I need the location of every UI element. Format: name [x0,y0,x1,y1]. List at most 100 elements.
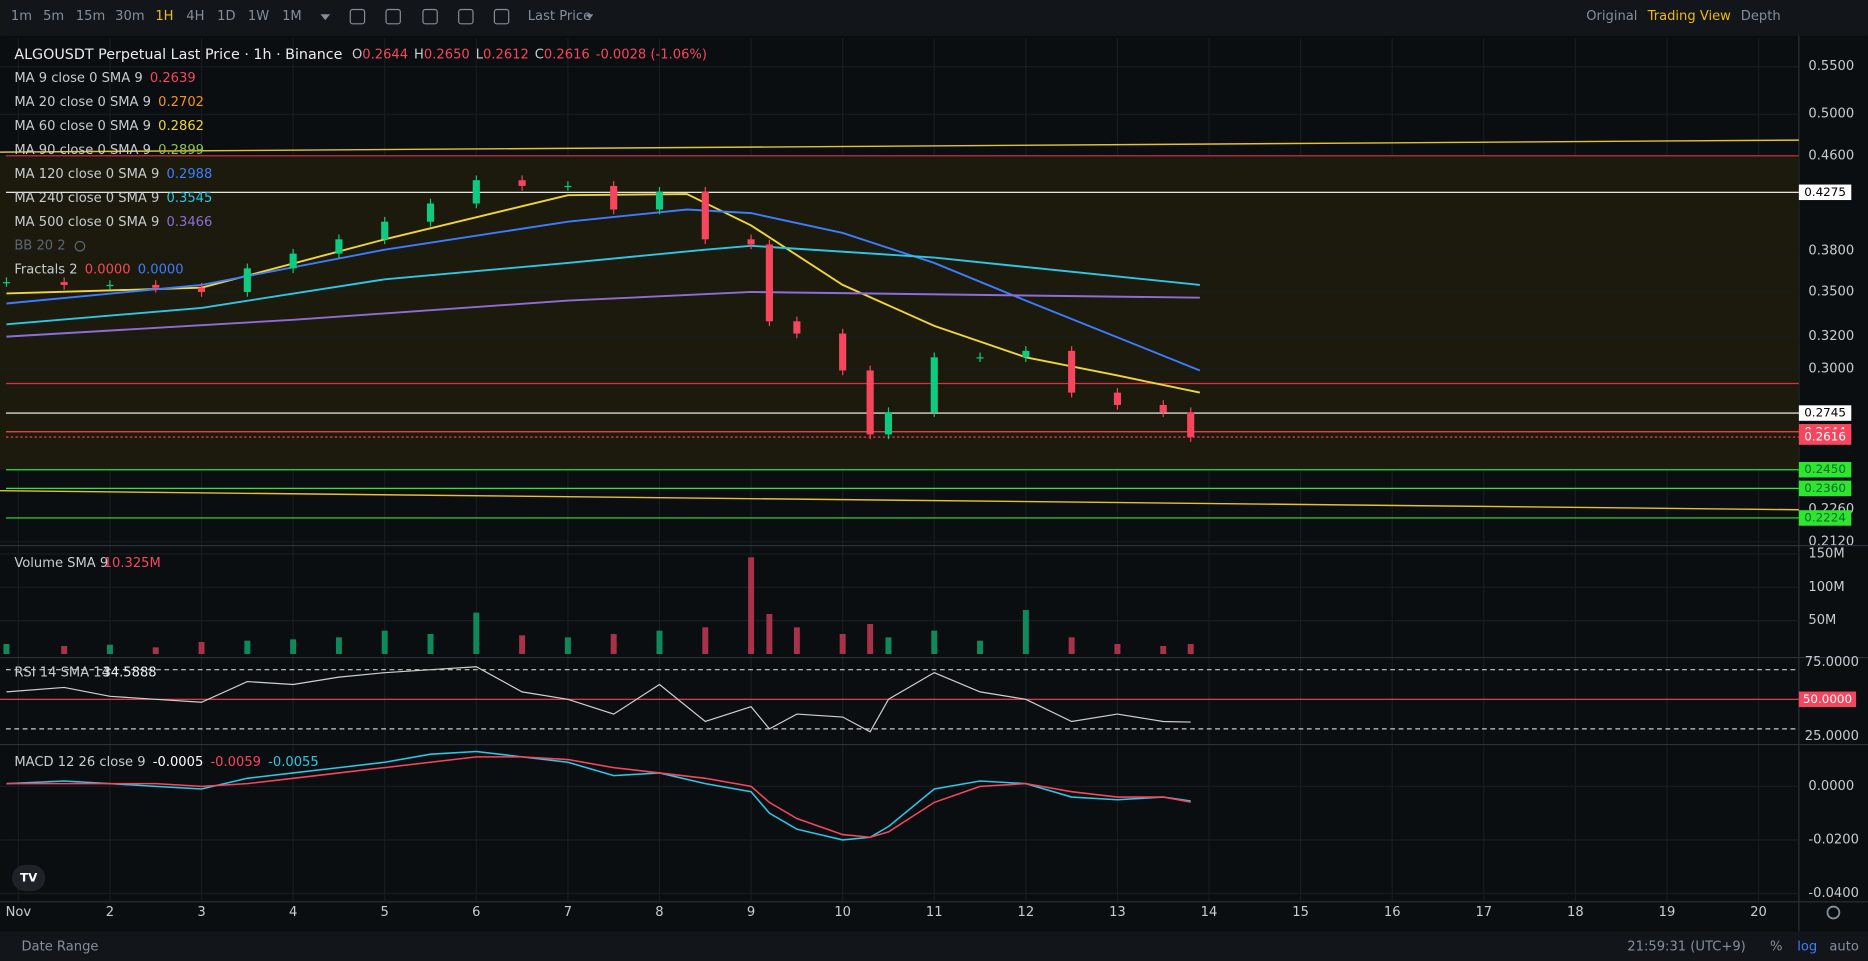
indicator-name: MA 240 close 0 SMA 9 [14,191,159,206]
x-tick-label: 13 [1109,905,1126,920]
indicator-value: 0.3545 [167,191,213,206]
x-tick-label: 8 [655,905,663,920]
y-tick-label: 0.3500 [1808,284,1854,299]
interval-button[interactable]: 1W [248,9,269,24]
y-tick-label: 150M [1808,546,1844,561]
clock: 21:59:31 (UTC+9) [1627,940,1745,955]
price-tag [1798,480,1852,497]
rsi-tag [1798,691,1857,708]
price-tag [1798,461,1852,478]
volume-bar [702,627,709,655]
interval-button[interactable]: 1H [155,9,173,24]
interval-button[interactable]: 30m [115,9,144,24]
volume-bar [931,630,938,655]
ohlc-key: O [352,47,362,62]
scale-option[interactable]: auto [1829,940,1858,955]
x-tick-label: 14 [1201,905,1218,920]
price-tag-label: 0.2745 [1804,406,1846,420]
candle [289,253,297,269]
price-type[interactable]: Last Price [528,9,591,24]
candle [1068,350,1076,393]
tool-icon[interactable] [349,8,366,25]
candle [701,191,709,240]
footer-bar [0,931,1868,961]
interval-button[interactable]: 1M [282,9,302,24]
candle [655,191,664,210]
interval-button[interactable]: 4H [186,9,204,24]
x-tick-label: 6 [472,905,480,920]
price-tag [1798,510,1852,526]
y-tick-label: 100M [1808,580,1844,595]
tool-icon[interactable] [422,8,438,25]
y-tick-label: 0.4600 [1808,148,1854,163]
candle [610,185,618,210]
moving-average [6,291,1200,338]
tool-icon[interactable] [385,8,401,25]
scale-option[interactable]: log [1797,940,1817,955]
volume-bar [1160,646,1167,655]
volume-bar [198,642,205,655]
view-tab[interactable]: Depth [1741,9,1781,24]
volume-bar [1187,644,1194,655]
volume-bar [106,644,113,655]
price-tag [1798,429,1852,445]
ohlc-value: 0.2644 [362,47,408,62]
volume-bar [519,635,526,655]
candle [243,268,251,292]
hidden-icon[interactable] [74,240,86,252]
interval-button[interactable]: 1D [217,9,235,24]
candle [197,287,206,292]
candle [765,244,773,322]
settings-icon[interactable] [1826,905,1841,920]
ohlc-value: 0.2616 [544,47,590,62]
interval-button[interactable]: 15m [76,9,105,24]
x-tick-label: 10 [834,905,851,920]
candle [518,180,526,186]
y-tick-label: 0.5000 [1808,107,1854,122]
volume-bar [793,627,800,655]
volume-bar [656,630,663,655]
ohlc-key: L [476,47,484,62]
toolbar [0,0,1868,36]
indicator-name: Fractals 2 [14,263,77,278]
pane-title: MACD 12 26 close 9 [14,755,145,770]
dropdown-icon[interactable] [586,14,594,20]
x-tick-label: 2 [106,905,114,920]
indicator-name: MA 20 close 0 SMA 9 [14,95,151,110]
volume-bar [1068,637,1075,655]
view-tab[interactable]: Original [1586,9,1637,24]
indicator-name: MA 9 close 0 SMA 9 [14,71,142,86]
candle [60,282,68,285]
interval-button[interactable]: 1m [11,9,32,24]
x-tick-label: 19 [1659,905,1676,920]
view-tab[interactable]: Trading View [1647,9,1732,24]
tool-icon[interactable] [493,8,510,25]
volume-bar [473,612,480,655]
volume-bar [766,613,773,655]
date-range[interactable]: Date Range [21,940,98,955]
dropdown-icon[interactable] [320,14,331,21]
pane-value: -0.0059 [210,755,261,770]
candle [747,239,755,245]
y-tick-label: 0.5500 [1808,59,1854,74]
rsi-line [6,666,1191,733]
tool-icon[interactable] [458,8,474,25]
candle [793,321,801,334]
price-tag-label: 0.2450 [1804,462,1846,476]
x-tick-label: 15 [1292,905,1309,920]
x-tick-label: 11 [926,905,943,920]
scale-option[interactable]: % [1770,940,1782,955]
x-tick-label: 4 [289,905,297,920]
volume-bar [564,637,571,655]
content: 1m 5m 15m 30m 1H 4H 1D 1W 1M Last Price Original Tr… [0,8,1868,955]
candle [381,221,389,240]
y-tick-label: 0.3800 [1808,243,1854,258]
x-tick-label: 12 [1018,905,1035,920]
ohlc-change: -0.0028 (-1.06%) [596,47,707,62]
volume-bar [839,633,846,655]
candle [976,357,984,359]
volume-bar [885,637,892,655]
indicator-name: MA 90 close 0 SMA 9 [14,143,151,158]
indicator-name: BB 20 2 [14,239,65,254]
interval-button[interactable]: 5m [43,9,64,24]
